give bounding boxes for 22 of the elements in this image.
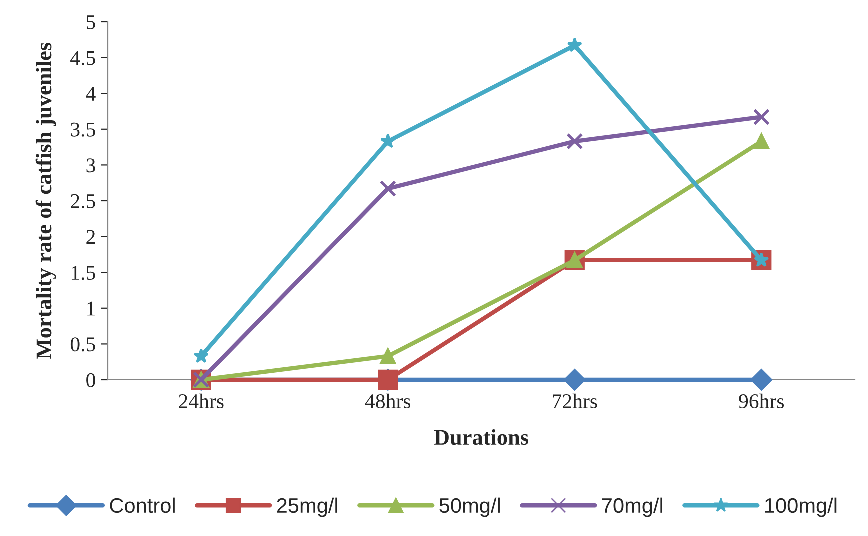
y-tick-label: 3: [86, 158, 96, 173]
legend-label: 70mg/l: [602, 498, 663, 518]
y-tick-label: 4: [86, 87, 96, 101]
y-tick-label: 4.5: [70, 51, 96, 66]
y-tick-label: 0: [86, 373, 96, 388]
x-axis-title: Durations: [434, 429, 528, 446]
y-tick-label: 2: [86, 230, 96, 244]
x-tick-label: 48hrs: [365, 394, 411, 409]
legend-label: 100mg/l: [765, 498, 837, 518]
x-tick-label: 24hrs: [179, 394, 224, 409]
y-tick-label: 5: [86, 16, 96, 30]
x-tick-label: 72hrs: [553, 394, 598, 409]
y-axis-title: Mortality rate of catfish juveniles: [36, 42, 56, 360]
y-tick-label: 0.5: [70, 338, 96, 352]
y-tick-label: 1.5: [72, 266, 96, 280]
y-tick-label: 2.5: [71, 194, 96, 209]
legend-label: 25mg/l: [277, 498, 338, 518]
x-tick-label: 96hrs: [739, 394, 784, 409]
y-tick-label: 3.5: [71, 122, 96, 137]
legend-label: Control: [110, 498, 175, 514]
legend-label: 50mg/l: [440, 498, 500, 518]
y-tick-label: 1: [88, 302, 95, 316]
